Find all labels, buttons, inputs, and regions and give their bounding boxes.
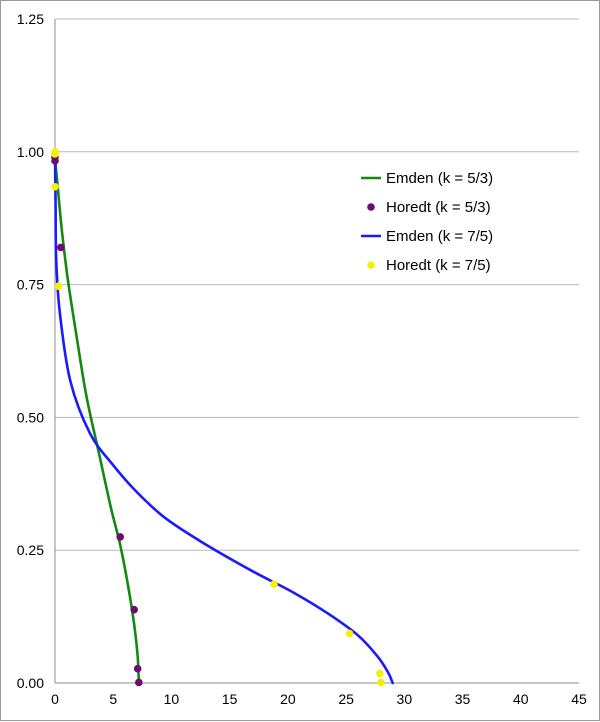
x-tick-label: 25 <box>338 691 354 707</box>
data-point-horedt-k-7-5 <box>51 183 59 191</box>
data-point-horedt-k-5-3 <box>57 243 65 252</box>
data-point-horedt-k-5-3 <box>51 157 59 165</box>
legend-entry: Emden (k = 5/3) <box>361 170 493 187</box>
x-tick-label: 40 <box>513 691 529 707</box>
data-point-horedt-k-7-5 <box>345 629 354 638</box>
legend-label: Emden (k = 5/3) <box>386 170 493 187</box>
legend-label: Horedt (k = 7/5) <box>386 257 491 274</box>
series-layer <box>51 148 394 687</box>
y-tick-label: 1.25 <box>17 11 44 27</box>
x-tick-label: 5 <box>109 691 117 707</box>
legend-entry: Horedt (k = 5/3) <box>367 199 491 216</box>
series-line-emden-k-7-5 <box>53 150 394 685</box>
legend-entry: Horedt (k = 7/5) <box>367 257 491 274</box>
y-tick-label: 0.75 <box>17 277 44 293</box>
y-tick-label: 0.50 <box>17 409 44 425</box>
x-tick-label: 35 <box>455 691 471 707</box>
x-tick-label: 15 <box>222 691 238 707</box>
data-point-horedt-k-5-3 <box>133 664 142 673</box>
y-tick-label: 0.25 <box>17 542 44 558</box>
data-point-horedt-k-7-5 <box>377 678 385 687</box>
x-tick-label: 45 <box>571 691 587 707</box>
legend-marker-swatch <box>367 261 375 269</box>
legend-entry: Emden (k = 7/5) <box>361 228 493 245</box>
data-point-horedt-k-7-5 <box>270 580 278 588</box>
data-point-horedt-k-5-3 <box>116 533 125 541</box>
legend-label: Emden (k = 7/5) <box>386 228 493 245</box>
data-point-horedt-k-5-3 <box>130 605 138 614</box>
x-tick-label: 10 <box>164 691 180 707</box>
data-point-horedt-k-7-5 <box>376 669 384 678</box>
legend-marker-swatch <box>367 203 375 211</box>
y-tick-label: 1.00 <box>17 144 44 160</box>
data-point-horedt-k-7-5 <box>51 150 59 158</box>
axis-layer <box>54 19 579 684</box>
x-tick-label: 20 <box>280 691 296 707</box>
legend: Emden (k = 5/3) Horedt (k = 5/3) Emden (k … <box>361 170 493 274</box>
y-tick-label: 0.00 <box>17 675 44 691</box>
data-point-horedt-k-5-3 <box>135 678 143 687</box>
tick-label-layer: 0.00 0.25 0.50 0.75 1.00 1.25 0 5 10 15 20 25 30 35 40… <box>17 11 587 707</box>
series-line-emden-k-5-3 <box>53 150 141 685</box>
x-tick-label: 30 <box>397 691 413 707</box>
data-point-horedt-k-7-5 <box>54 282 63 290</box>
grid-layer <box>55 18 579 551</box>
legend-label: Horedt (k = 5/3) <box>386 199 491 216</box>
x-tick-label: 0 <box>51 691 59 707</box>
